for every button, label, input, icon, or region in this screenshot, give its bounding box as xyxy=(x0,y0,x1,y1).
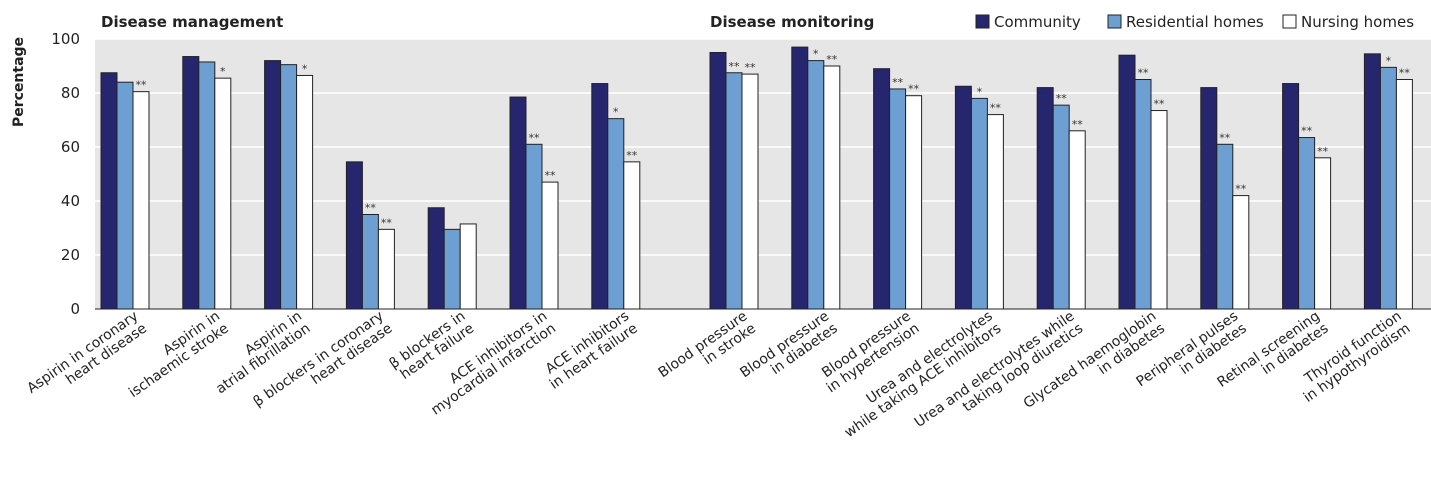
bar-nursing-homes xyxy=(1395,79,1413,310)
significance-marker: ** xyxy=(1219,131,1231,144)
bar-residential-homes xyxy=(361,214,379,310)
bar-community xyxy=(264,60,282,310)
bar-residential-homes xyxy=(725,72,743,310)
legend-swatch xyxy=(975,14,990,29)
significance-marker: ** xyxy=(529,131,541,144)
significance-marker: ** xyxy=(1399,67,1411,80)
significance-marker: ** xyxy=(745,61,757,74)
significance-marker: ** xyxy=(990,102,1002,115)
bar-nursing-homes xyxy=(1150,110,1168,310)
bar-community xyxy=(709,52,727,310)
significance-marker: ** xyxy=(908,83,920,96)
legend-label: Community xyxy=(994,13,1081,31)
significance-marker: ** xyxy=(1317,145,1329,158)
significance-marker: * xyxy=(220,65,226,78)
bar-community xyxy=(100,72,118,310)
bar-residential-homes xyxy=(198,61,216,310)
bar-residential-homes xyxy=(525,143,543,310)
bar-residential-homes xyxy=(970,97,988,310)
bar-nursing-homes xyxy=(1232,195,1250,310)
bar-community xyxy=(1200,87,1218,310)
section-title: Disease management xyxy=(101,13,283,31)
bar-residential-homes xyxy=(607,118,625,310)
significance-marker: ** xyxy=(1072,118,1084,131)
bar-community xyxy=(791,46,809,310)
bar-nursing-homes xyxy=(823,65,841,310)
significance-marker: ** xyxy=(626,149,638,162)
y-tick-label: 20 xyxy=(61,246,80,264)
significance-marker: ** xyxy=(1154,98,1166,111)
bar-community xyxy=(427,207,445,310)
bar-community xyxy=(1363,53,1381,310)
bar-residential-homes xyxy=(1298,137,1316,310)
significance-marker: ** xyxy=(365,202,377,215)
bar-community xyxy=(1118,54,1136,310)
bar-nursing-homes xyxy=(132,91,150,310)
bar-residential-homes xyxy=(280,64,298,310)
bar-community xyxy=(509,96,527,310)
significance-marker: ** xyxy=(381,216,393,229)
bar-community xyxy=(182,56,200,310)
bar-residential-homes xyxy=(1052,104,1070,310)
significance-marker: ** xyxy=(1235,183,1247,196)
bar-nursing-homes xyxy=(741,73,759,310)
x-category-label: Blood pressurein stroke xyxy=(656,308,759,393)
bar-community xyxy=(1036,87,1054,310)
section-title: Disease monitoring xyxy=(710,13,874,31)
bar-nursing-homes xyxy=(459,223,477,310)
significance-marker: ** xyxy=(729,60,741,73)
bar-nursing-homes xyxy=(541,181,559,310)
bar-nursing-homes xyxy=(214,77,232,310)
y-tick-label: 60 xyxy=(61,138,80,156)
bar-nursing-homes xyxy=(623,161,641,310)
x-category-label-line: Aspirin in coronary xyxy=(24,308,141,397)
bar-community xyxy=(954,85,972,310)
legend-swatch xyxy=(1107,14,1122,29)
y-axis: 0 20 40 60 80 100 xyxy=(51,30,80,318)
bar-residential-homes xyxy=(1379,66,1397,310)
significance-marker: ** xyxy=(545,169,557,182)
bar-residential-homes xyxy=(116,81,134,310)
bar-residential-homes xyxy=(443,228,461,310)
bar-residential-homes xyxy=(1134,79,1152,310)
significance-marker: ** xyxy=(826,53,838,66)
significance-marker: ** xyxy=(1301,125,1313,138)
bar-residential-homes xyxy=(1216,143,1234,310)
category: **Aspirin in coronaryheart disease xyxy=(24,72,150,397)
bar-nursing-homes xyxy=(905,95,923,310)
bar-nursing-homes xyxy=(296,74,314,310)
legend-label: Nursing homes xyxy=(1301,13,1414,31)
y-tick-label: 0 xyxy=(70,300,80,318)
y-tick-label: 100 xyxy=(51,30,80,48)
category-group: **Aspirin in coronaryheart disease*Aspir… xyxy=(24,56,641,419)
significance-marker: * xyxy=(302,62,308,75)
y-tick-label: 40 xyxy=(61,192,80,210)
significance-marker: ** xyxy=(136,79,148,92)
legend: Community Residential homes Nursing homes xyxy=(975,13,1414,31)
bar-community xyxy=(591,83,609,310)
bar-nursing-homes xyxy=(1068,130,1086,310)
bar-community xyxy=(873,68,891,310)
x-category-label: ACE inhibitorsin heart failure xyxy=(538,308,640,393)
bar-nursing-homes xyxy=(1314,157,1332,310)
significance-marker: ** xyxy=(1056,92,1068,105)
x-category-label: Blood pressurein diabetes xyxy=(737,308,840,393)
legend-label: Residential homes xyxy=(1126,13,1264,31)
bar-nursing-homes xyxy=(986,114,1004,310)
bar-community xyxy=(1282,83,1300,310)
bar-residential-homes xyxy=(889,88,907,310)
legend-swatch xyxy=(1282,14,1297,29)
significance-marker: * xyxy=(813,48,819,61)
bar-residential-homes xyxy=(807,60,825,310)
significance-marker: * xyxy=(1386,54,1392,67)
significance-marker: ** xyxy=(1138,67,1150,80)
y-axis-label: Percentage xyxy=(11,37,27,127)
bar-nursing-homes xyxy=(377,228,395,310)
significance-marker: ** xyxy=(892,76,904,89)
significance-marker: * xyxy=(613,106,619,119)
y-tick-label: 80 xyxy=(61,84,80,102)
bar-community xyxy=(345,161,363,310)
significance-marker: * xyxy=(977,85,983,98)
